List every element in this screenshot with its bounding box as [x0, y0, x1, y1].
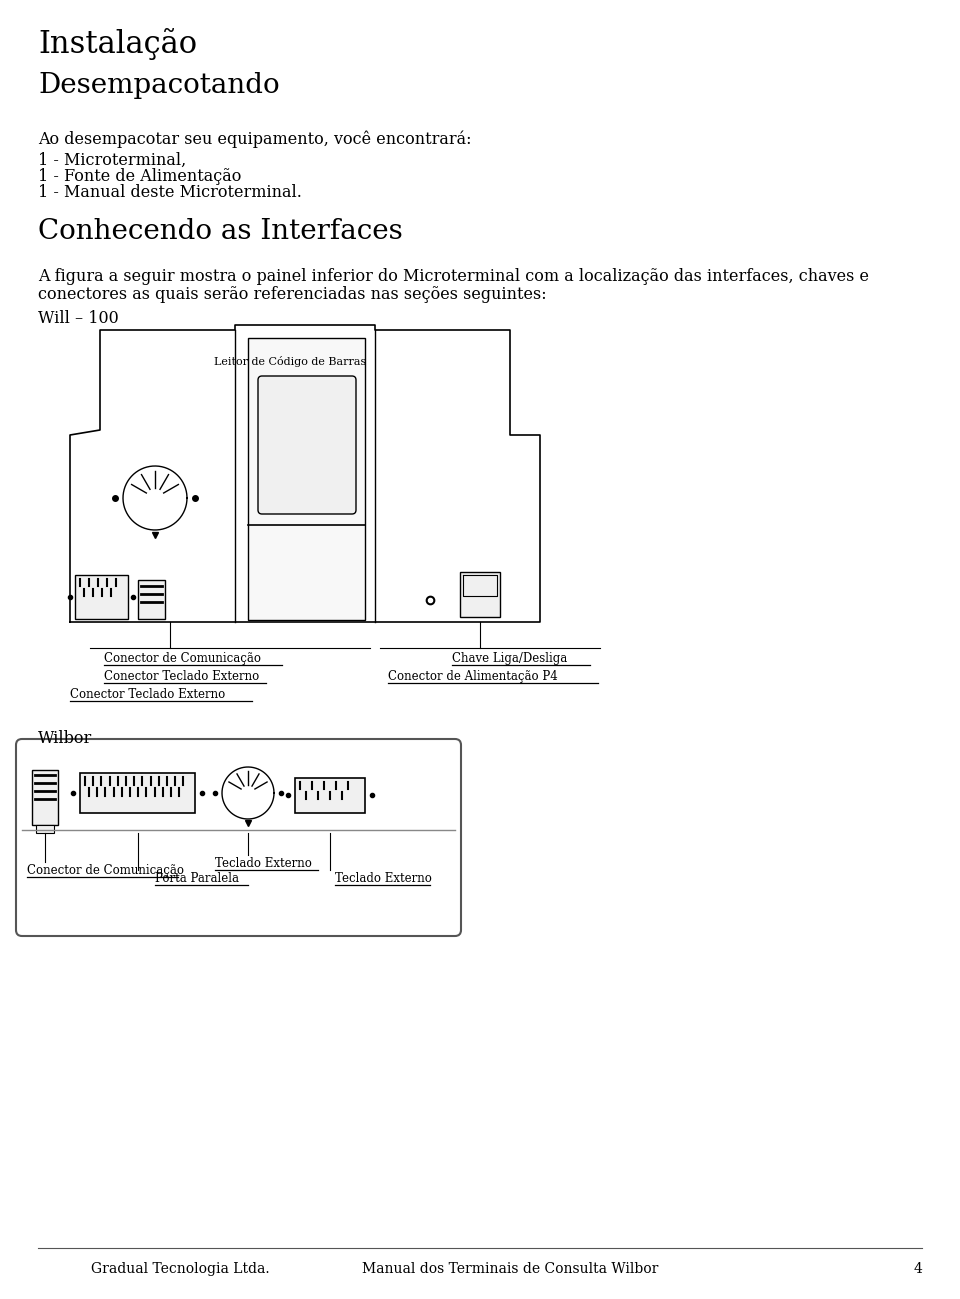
Text: Instalação: Instalação: [38, 29, 197, 60]
Text: A figura a seguir mostra o painel inferior do Microterminal com a localização da: A figura a seguir mostra o painel inferi…: [38, 268, 869, 284]
Text: Gradual Tecnologia Ltda.: Gradual Tecnologia Ltda.: [90, 1263, 270, 1276]
Bar: [460, 572, 500, 617]
Text: Conhecendo as Interfaces: Conhecendo as Interfaces: [38, 218, 403, 246]
Polygon shape: [70, 325, 540, 622]
Text: Teclado Externo: Teclado Externo: [335, 872, 432, 885]
Text: 1 - Microterminal,: 1 - Microterminal,: [38, 152, 186, 169]
Bar: [138, 579, 165, 620]
Text: Conector de Comunicação: Conector de Comunicação: [104, 652, 261, 665]
Text: Teclado Externo: Teclado Externo: [215, 857, 312, 870]
Text: Conector Teclado Externo: Conector Teclado Externo: [104, 670, 259, 683]
Bar: [248, 338, 365, 620]
Text: Will – 100: Will – 100: [38, 310, 119, 327]
FancyBboxPatch shape: [16, 739, 461, 937]
Text: conectores as quais serão referenciadas nas seções seguintes:: conectores as quais serão referenciadas …: [38, 286, 546, 303]
Text: 1 - Fonte de Alimentação: 1 - Fonte de Alimentação: [38, 168, 241, 184]
Text: Leitor de Código de Barras: Leitor de Código de Barras: [214, 356, 366, 368]
Polygon shape: [123, 466, 187, 530]
Text: 4: 4: [913, 1263, 922, 1276]
Text: Wilbor: Wilbor: [38, 730, 92, 747]
Bar: [80, 773, 195, 813]
Bar: [32, 770, 58, 825]
Text: 1 - Manual deste Microterminal.: 1 - Manual deste Microterminal.: [38, 184, 301, 201]
Text: Desempacotando: Desempacotando: [38, 71, 279, 99]
Bar: [295, 778, 365, 813]
Text: Chave Liga/Desliga: Chave Liga/Desliga: [452, 652, 567, 665]
Text: Conector de Alimentação P4: Conector de Alimentação P4: [388, 670, 558, 683]
Text: Conector de Comunicação: Conector de Comunicação: [27, 864, 184, 877]
Text: Porta Paralela: Porta Paralela: [155, 872, 239, 885]
Bar: [36, 825, 54, 833]
Polygon shape: [222, 766, 274, 818]
Bar: [75, 575, 128, 620]
Text: Manual dos Terminais de Consulta Wilbor: Manual dos Terminais de Consulta Wilbor: [362, 1263, 659, 1276]
FancyBboxPatch shape: [258, 375, 356, 514]
Text: Conector Teclado Externo: Conector Teclado Externo: [70, 688, 226, 701]
Text: Ao desempacotar seu equipamento, você encontrará:: Ao desempacotar seu equipamento, você en…: [38, 130, 471, 148]
